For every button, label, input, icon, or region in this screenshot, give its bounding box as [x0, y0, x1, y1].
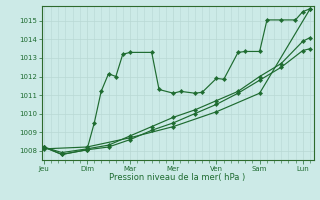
X-axis label: Pression niveau de la mer( hPa ): Pression niveau de la mer( hPa ) — [109, 173, 246, 182]
